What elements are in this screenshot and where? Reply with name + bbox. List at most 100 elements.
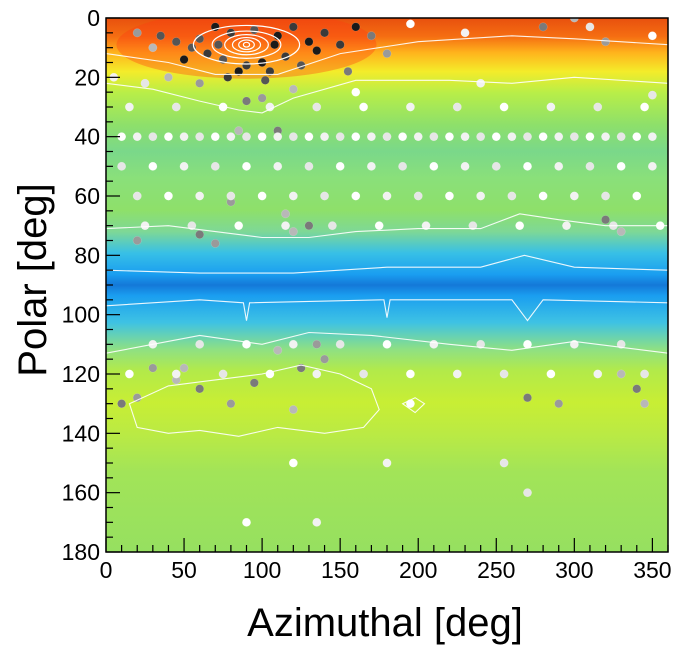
scatter-point-white (523, 132, 532, 142)
scatter-point-white (312, 517, 322, 527)
scatter-point-dark (312, 46, 322, 56)
scatter-point-white (171, 102, 181, 112)
scatter-point-white (554, 161, 564, 171)
y-tick-label: 60 (74, 183, 100, 209)
scatter-point-white (413, 132, 423, 142)
scatter-point-white (452, 369, 462, 379)
scatter-point-white (210, 132, 220, 142)
scatter-point-white (179, 161, 189, 171)
x-axis-title: Azimuthal [deg] (247, 601, 523, 645)
scatter-point-grey (132, 28, 142, 38)
scatter-point-white (234, 221, 244, 231)
scatter-point-white (460, 161, 470, 171)
scatter-point-white (288, 339, 298, 349)
scatter-point-white (163, 191, 173, 201)
contour-band-112 (106, 331, 668, 354)
y-tick-label: 40 (74, 124, 100, 150)
scatter-point-grey (210, 239, 220, 248)
scatter-point-white (585, 132, 595, 142)
scatter-point-white (601, 132, 611, 142)
scatter-point-white (257, 191, 267, 201)
scatter-point-white (382, 191, 392, 201)
scatter-point-dark (179, 55, 189, 64)
scatter-point-white (499, 369, 509, 379)
scatter-point-dark (171, 37, 181, 47)
scatter-point-white (226, 132, 236, 142)
scatter-point-white (593, 102, 603, 112)
scatter-point-white (163, 132, 173, 142)
scatter-point-white (601, 191, 611, 201)
scatter-point-white (398, 161, 408, 171)
scatter-point-white (257, 132, 267, 142)
x-tick-label: 200 (399, 557, 437, 583)
scatter-point-grey (601, 37, 611, 47)
contour-band-20 (106, 76, 668, 114)
scatter-point-white (562, 221, 571, 231)
scatter-point-white (288, 191, 298, 201)
scatter-point-grey (242, 96, 251, 106)
scatter-point-white (640, 102, 650, 112)
scatter-point-white (273, 161, 283, 171)
scatter-point-white (554, 132, 564, 142)
contour-ring-5 (211, 30, 282, 59)
scatter-point-grey (148, 363, 158, 373)
scatter-point-white (593, 369, 603, 379)
scatter-point-grey (249, 378, 259, 388)
scatter-point-dark (187, 43, 197, 53)
scatter-point-white (117, 161, 127, 171)
scatter-point-white (320, 132, 330, 142)
scatter-point-white (468, 221, 478, 231)
scatter-point-grey (320, 354, 330, 364)
y-tick-label: 120 (62, 361, 100, 387)
scatter-point-grey (226, 399, 236, 409)
scatter-point-white (312, 102, 322, 112)
scatter-point-grey (366, 31, 376, 41)
scatter-point-dark (265, 66, 275, 76)
scatter-point-grey (554, 399, 564, 409)
scatter-point-grey (234, 126, 244, 136)
scatter-point-white (632, 191, 642, 201)
scatter-point-white (335, 132, 345, 142)
scatter-point-white (476, 132, 486, 142)
scatter-point-white (616, 132, 626, 142)
scatter-point-white (187, 221, 197, 231)
scatter-point-white (179, 132, 189, 142)
scatter-point-white (304, 161, 314, 171)
contour-blob-lower-left (128, 364, 380, 437)
scatter-point-white (585, 22, 595, 32)
scatter-point-grey (179, 363, 189, 373)
scatter-point-white (304, 132, 314, 142)
x-tick-label: 100 (243, 557, 281, 583)
axes: 0 50 100 150 200 250 300 350 0 20 40 60 80 100 120 140 1… (62, 5, 672, 583)
scatter-point-white (538, 191, 548, 201)
scatter-point-white (281, 221, 290, 231)
y-tick-label: 100 (62, 302, 100, 328)
scatter-point-white (647, 90, 657, 100)
scatter-point-white (523, 161, 532, 171)
scatter-point-white (374, 221, 384, 231)
scatter-point-dark (260, 75, 270, 85)
contour-upper-band-edge (106, 35, 668, 75)
scatter-point-white (476, 78, 486, 88)
scatter-point-white (242, 517, 251, 527)
scatter-point-white (140, 78, 150, 88)
scatter-point-white (647, 31, 657, 41)
plot-background (106, 18, 668, 552)
scatter-point-white (140, 221, 150, 231)
contour-ring-3 (231, 36, 262, 53)
scatter-point-grey (601, 215, 611, 225)
scatter-point-white (569, 132, 579, 142)
scatter-point-white (171, 369, 181, 379)
scatter-point-grey (148, 43, 158, 53)
scatter-point-grey (281, 209, 290, 219)
scatter-point-white (444, 191, 454, 201)
scatter-point-white (515, 221, 525, 231)
scatter-point-white (569, 191, 579, 201)
scatter-point-white (382, 339, 392, 349)
contour-ring-6 (192, 24, 301, 65)
scatter-point-white (335, 161, 345, 171)
scatter-point-grey (117, 399, 127, 409)
scatter-point-white (405, 369, 415, 379)
x-tick-label: 0 (100, 557, 113, 583)
